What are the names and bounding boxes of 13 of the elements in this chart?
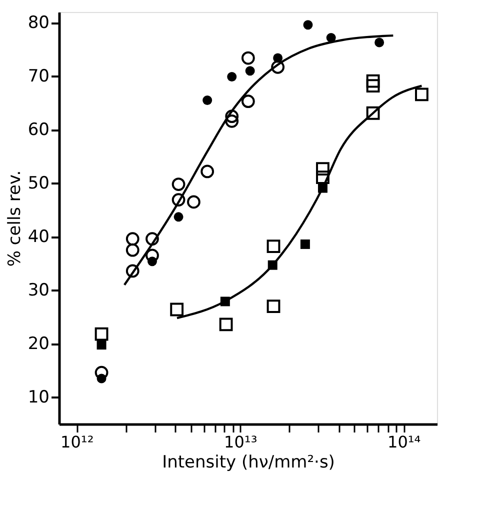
x-axis-title: Intensity (hν/mm²·s) bbox=[162, 452, 335, 472]
x-tick-label: 10¹² bbox=[60, 432, 94, 452]
y-axis-title: % cells rev. bbox=[4, 170, 25, 267]
x-tick-label: 10¹⁴ bbox=[388, 432, 421, 452]
y-tick-label: 60 bbox=[28, 120, 50, 140]
y-tick-label: 50 bbox=[28, 174, 50, 194]
x-tick-label: 10¹³ bbox=[224, 432, 258, 452]
y-tick-label: 10 bbox=[28, 388, 50, 408]
y-tick-label: 80 bbox=[28, 13, 50, 34]
y-tick-label: 40 bbox=[28, 227, 50, 248]
y-tick-label: 30 bbox=[28, 280, 50, 301]
y-tick-label: 20 bbox=[28, 334, 50, 354]
y-tick-label: 70 bbox=[28, 66, 50, 87]
